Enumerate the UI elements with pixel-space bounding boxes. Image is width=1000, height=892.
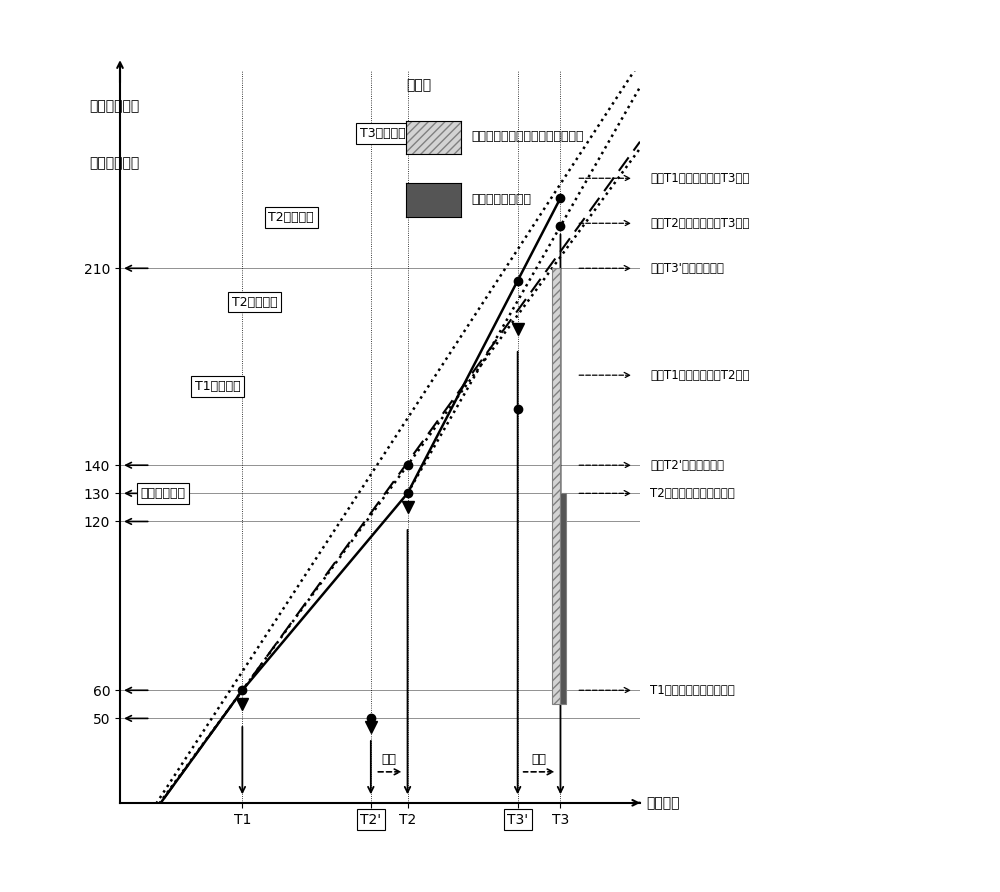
- Text: 根据T1反馈数据预测T3客流: 根据T1反馈数据预测T3客流: [650, 172, 749, 185]
- Text: 发车时间: 发车时间: [646, 796, 680, 810]
- Text: 根据T1反馈数据预测T2客流: 根据T1反馈数据预测T2客流: [650, 368, 750, 382]
- Bar: [560, 493, 566, 705]
- Text: T2预测客流: T2预测客流: [232, 295, 277, 309]
- Text: T3预测客流: T3预测客流: [360, 127, 406, 140]
- Text: 根据预测数据确定的发车客流阈值: 根据预测数据确定的发车客流阈值: [471, 130, 584, 143]
- Text: 的累计客流量: 的累计客流量: [89, 156, 140, 169]
- Text: 历史断面客流: 历史断面客流: [140, 487, 185, 500]
- Text: 图例：: 图例：: [406, 78, 431, 93]
- Text: T2实际客流: T2实际客流: [268, 211, 314, 224]
- Text: T2实际发车断面客流反馈: T2实际发车断面客流反馈: [650, 487, 735, 500]
- Text: 根据T2反馈数据校正T3客流: 根据T2反馈数据校正T3客流: [650, 217, 749, 230]
- Text: T1实际客流: T1实际客流: [195, 380, 241, 393]
- Text: 最高客流断面: 最高客流断面: [89, 100, 140, 113]
- Text: 提前: 提前: [532, 753, 547, 766]
- Text: 实际断面客流数据: 实际断面客流数据: [471, 193, 531, 205]
- Text: T1线路实际断面客流反馈: T1线路实际断面客流反馈: [650, 684, 735, 697]
- Text: 预测T3'发车时刻客流: 预测T3'发车时刻客流: [650, 261, 724, 275]
- Bar: [552, 268, 560, 705]
- Text: 预测T2'发车时刻客流: 预测T2'发车时刻客流: [650, 458, 724, 472]
- Text: 提前: 提前: [382, 753, 397, 766]
